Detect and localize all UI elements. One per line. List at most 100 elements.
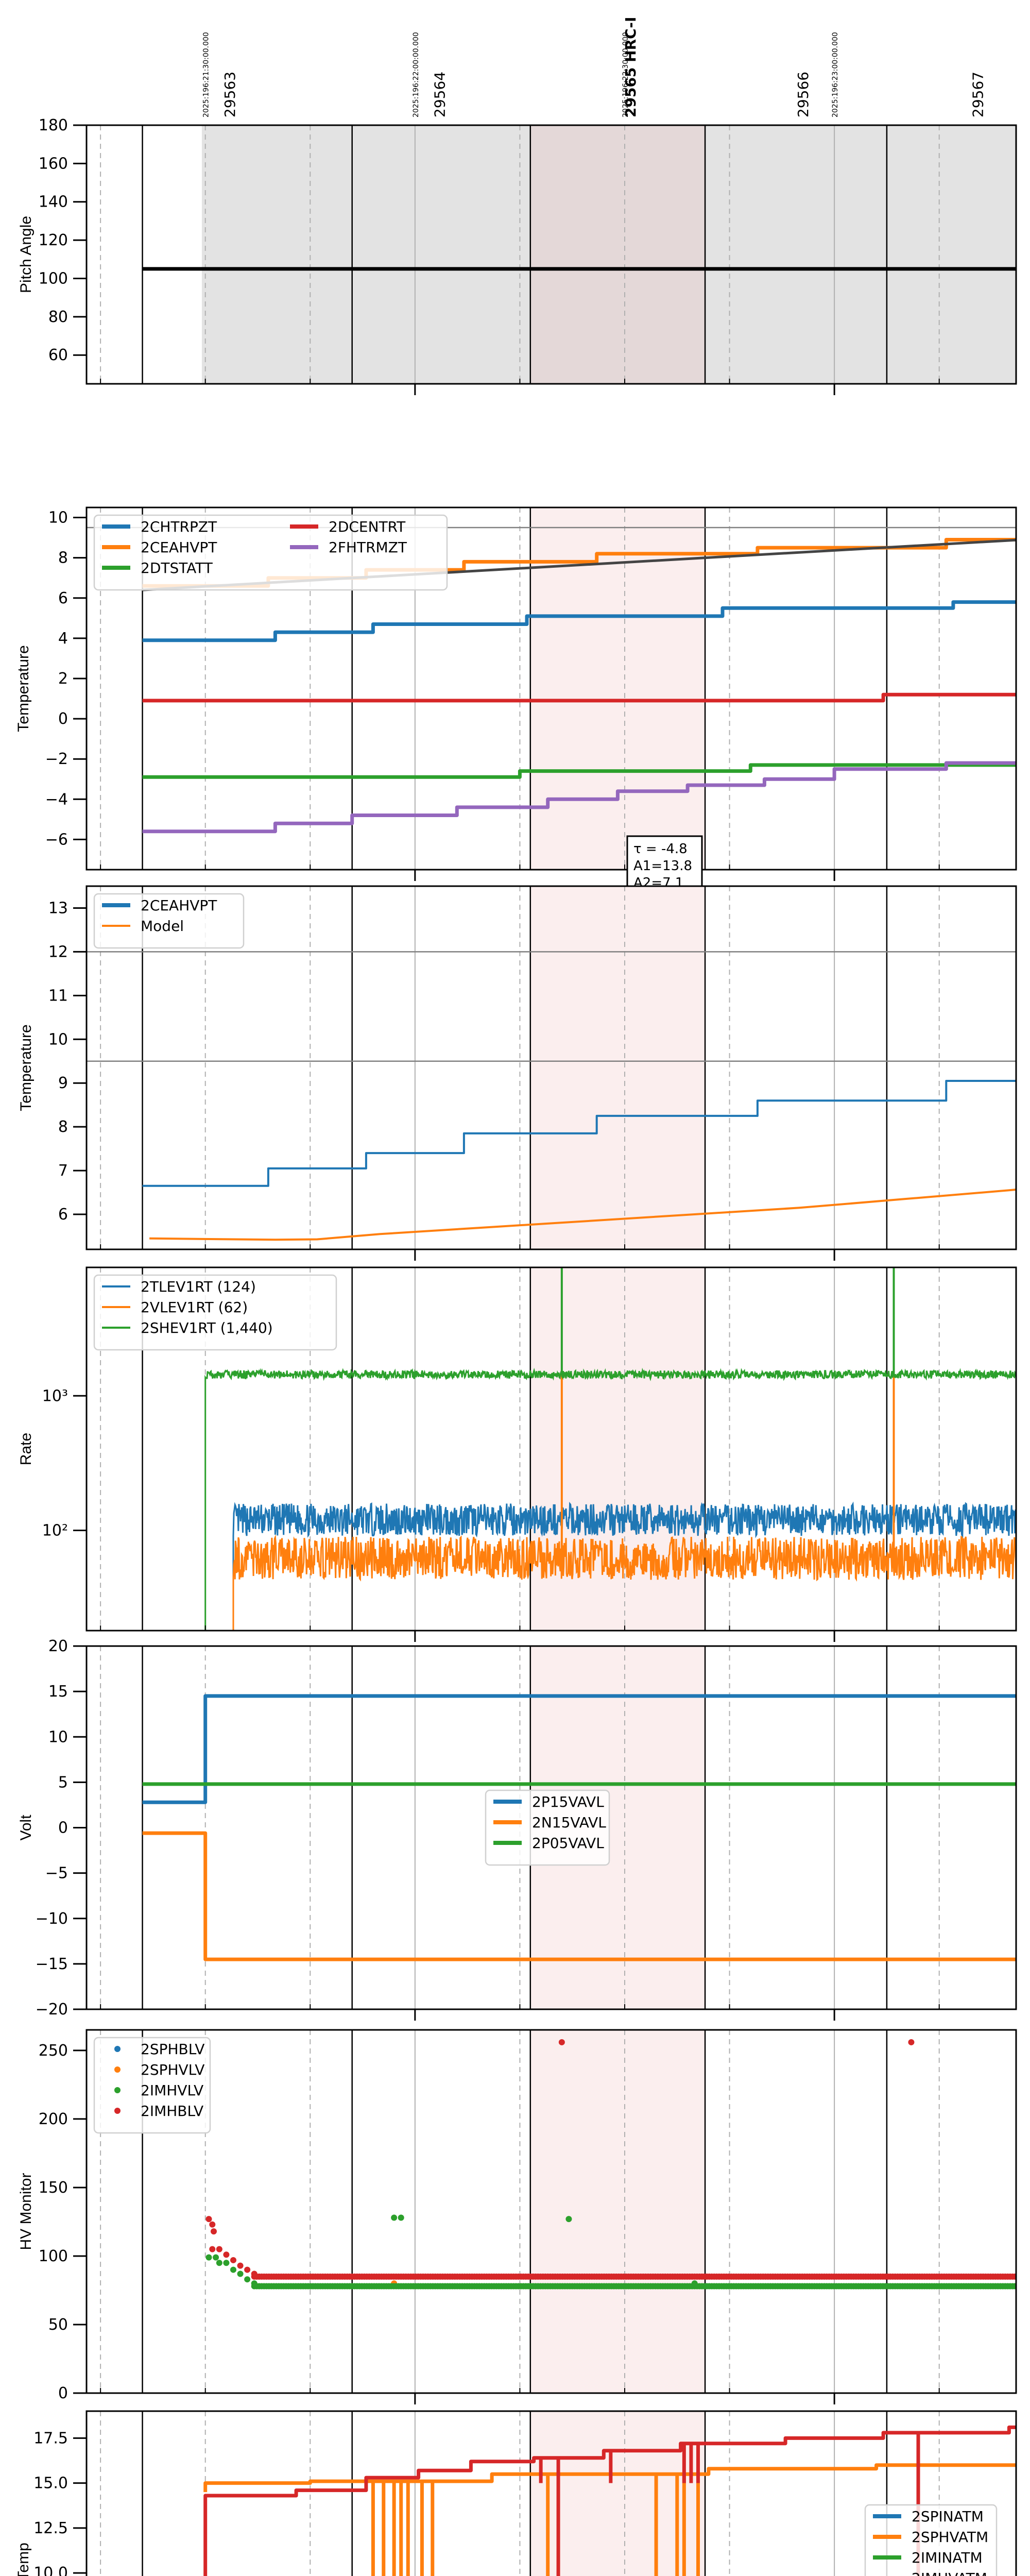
y-tick-label: 12.5	[33, 2519, 68, 2537]
y-tick-label: 11	[48, 987, 68, 1005]
series-line	[232, 1534, 1016, 1631]
data-point	[223, 2260, 230, 2266]
y-tick-label: 10	[48, 1728, 68, 1746]
timestamp-label: 2025:196:22:30:00.000	[622, 32, 630, 117]
data-point	[1022, 2283, 1028, 2289]
plot-area	[100, 1646, 1016, 2009]
y-tick-label: −20	[36, 2001, 68, 2019]
series-line	[142, 1080, 1016, 1187]
legend-label: 2SPHVATM	[912, 2529, 988, 2546]
data-point	[209, 2246, 216, 2252]
legend-box	[93, 893, 245, 949]
y-axis-label: Detector Temp	[15, 2543, 32, 2576]
y-tick-label: 100	[39, 2247, 68, 2265]
y-tick-label: 120	[39, 231, 68, 249]
data-point	[565, 2216, 572, 2223]
y-tick-label: 20	[48, 1637, 68, 1655]
data-point	[1026, 2274, 1030, 2280]
legend-label: 2N15VAVL	[532, 1814, 606, 1831]
series-line	[142, 1694, 1016, 1804]
data-point	[1019, 2283, 1025, 2289]
legend-label: 2SHEV1RT (1,440)	[141, 1319, 273, 1336]
legend-label: 2P05VAVL	[532, 1835, 604, 1852]
data-point	[391, 2214, 398, 2221]
data-point	[1017, 2274, 1023, 2280]
data-point	[237, 2270, 244, 2277]
y-tick-label: 200	[39, 2110, 68, 2128]
legend-label: 2SPINATM	[912, 2508, 984, 2525]
y-tick-label: 8	[58, 549, 68, 567]
y-axis-label: Rate	[18, 1433, 35, 1465]
data-point	[244, 2266, 251, 2273]
y-tick-label: 13	[48, 899, 68, 917]
data-point	[1024, 2283, 1030, 2289]
obsid-label: 29563	[221, 72, 238, 117]
legend-marker	[114, 2066, 121, 2073]
data-point	[211, 2228, 217, 2235]
legend-box	[485, 1789, 610, 1866]
legend-label: 2IMHBLV	[141, 2103, 203, 2120]
timestamp-label: 2025:196:21:30:00.000	[202, 32, 211, 117]
obsid-label: 29565 HRC-I	[622, 17, 639, 117]
y-tick-label: −10	[36, 1910, 68, 1928]
legend: 2P15VAVL 2N15VAVL 2P05VAVL	[485, 1789, 610, 1866]
legend-marker	[114, 2046, 121, 2052]
panel-rate: 10² 10³ Rate 2TLEV1RT (124) 2VLEV1RT (62) 2SH…	[18, 1266, 1017, 1642]
y-tick-label: 80	[48, 308, 68, 326]
y-tick-label: 100	[39, 269, 68, 287]
y-tick-label: 10	[48, 1030, 68, 1048]
y-tick-label: −5	[45, 1865, 68, 1883]
y-tick-label: 160	[39, 155, 68, 173]
series-line	[204, 1367, 1016, 1631]
legend-label: 2IMINATM	[912, 2549, 983, 2566]
legend: 2SPINATM 2SPHVATM 2IMINATM 2IMHVATM	[864, 2504, 998, 2576]
data-point	[216, 2260, 222, 2266]
legend-label: 2TLEV1RT (124)	[141, 1278, 256, 1295]
series-line	[203, 2463, 1016, 2493]
axes-frame	[85, 2410, 1017, 2576]
legend-label: 2DCENTRT	[329, 518, 406, 535]
y-tick-label: 15.0	[33, 2475, 68, 2493]
y-tick-label: −6	[45, 831, 68, 849]
panel-temp2: 6 7 8 9 10 11 12 13 Temperature 2CEAHVPT Model	[18, 885, 1017, 1261]
y-tick-label: 10.0	[33, 2564, 68, 2576]
data-point	[558, 2039, 565, 2045]
legend-label: 2SPHVLV	[141, 2061, 204, 2078]
series-line	[142, 1831, 1016, 1961]
y-tick-label: 8	[58, 1118, 68, 1136]
data-point	[223, 2251, 230, 2258]
series-line	[142, 761, 1016, 834]
y-tick-label: 15	[48, 1683, 68, 1701]
legend-label: 2SPHBLV	[141, 2041, 204, 2058]
series-line	[142, 692, 1016, 703]
legend-label: 2DTSTATT	[141, 560, 213, 577]
data-point	[230, 2257, 236, 2263]
y-tick-label: 4	[58, 630, 68, 648]
plot-area	[87, 886, 1016, 1249]
obsid-label: 29567	[969, 72, 986, 117]
y-tick-label: 12	[48, 943, 68, 961]
axes-frame	[85, 506, 1017, 871]
annotation-line: τ = -4.8	[633, 841, 688, 857]
hrc-window	[530, 2030, 706, 2393]
data-point	[1022, 2274, 1028, 2280]
y-tick-label: 60	[48, 346, 68, 364]
data-point	[1024, 2274, 1030, 2280]
series-line	[149, 1188, 1016, 1241]
axes-frame	[85, 1266, 1017, 1632]
y-tick-label: 9	[58, 1074, 68, 1092]
obsid-label: 29564	[431, 72, 448, 117]
legend: 2SPHBLV 2SPHVLV 2IMHVLV 2IMHBLV	[93, 2037, 211, 2134]
legend-label: 2CHTRPZT	[141, 518, 217, 535]
obsid-label: 29566	[795, 72, 812, 117]
data-point	[398, 2214, 404, 2221]
legend-label: 2FHTRMZT	[329, 539, 407, 556]
obs-window	[352, 125, 530, 384]
y-tick-label: 6	[58, 589, 68, 607]
y-tick-label: −4	[45, 790, 68, 808]
y-tick-label: 6	[58, 1206, 68, 1224]
y-tick-label: 50	[48, 2316, 68, 2334]
data-point	[230, 2266, 236, 2273]
